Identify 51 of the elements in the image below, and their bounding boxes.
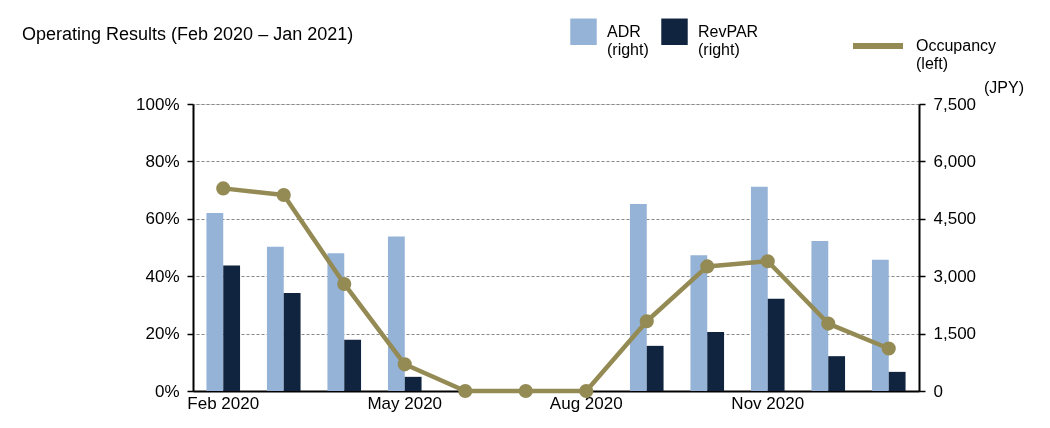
y-tick-label: 20% bbox=[145, 324, 180, 344]
legend-label: Occupancy (left) bbox=[916, 37, 997, 72]
y2-tick-label: 4,500 bbox=[933, 209, 977, 229]
bar bbox=[888, 371, 906, 391]
point bbox=[216, 181, 231, 196]
y2-axis-title: (JPY) bbox=[984, 79, 1024, 96]
bar bbox=[283, 293, 301, 391]
bar bbox=[690, 255, 708, 391]
point bbox=[821, 316, 836, 331]
point bbox=[518, 383, 533, 399]
point bbox=[700, 259, 715, 274]
point bbox=[458, 383, 473, 399]
bar bbox=[266, 246, 284, 391]
y-tick-label: 60% bbox=[145, 209, 180, 229]
bar bbox=[828, 356, 846, 391]
bar bbox=[629, 203, 647, 391]
x-tick-label: Nov 2020 bbox=[731, 393, 805, 413]
point bbox=[276, 187, 291, 203]
chart-title: Operating Results (Feb 2020 – Jan 2021) bbox=[22, 24, 354, 44]
bar bbox=[811, 240, 829, 391]
bar bbox=[750, 186, 768, 391]
point bbox=[337, 276, 352, 292]
x-tick-label: May 2020 bbox=[367, 393, 443, 413]
bar bbox=[767, 298, 785, 391]
legend-label: ADR (right) bbox=[607, 22, 649, 58]
y-tick-label: 40% bbox=[145, 266, 180, 286]
y2-tick-label: 7,500 bbox=[933, 94, 977, 114]
y2-tick-label: 0 bbox=[933, 381, 943, 401]
bar bbox=[206, 213, 224, 391]
bar bbox=[387, 236, 405, 391]
y2-tick-label: 1,500 bbox=[933, 324, 977, 344]
point bbox=[397, 357, 412, 372]
x-tick-label: Aug 2020 bbox=[549, 393, 623, 413]
x-tick-label: Feb 2020 bbox=[187, 393, 260, 413]
bar bbox=[871, 259, 889, 391]
point bbox=[639, 314, 654, 329]
bar bbox=[707, 332, 725, 391]
y-tick-label: 80% bbox=[145, 151, 180, 171]
y-tick-label: 0% bbox=[154, 381, 180, 401]
bar bbox=[404, 376, 422, 391]
point bbox=[579, 383, 594, 399]
bar bbox=[344, 339, 362, 391]
y2-tick-label: 3,000 bbox=[933, 266, 977, 286]
y-tick-label: 100% bbox=[136, 94, 180, 114]
y2-tick-label: 6,000 bbox=[933, 151, 977, 171]
bar bbox=[327, 253, 345, 391]
point bbox=[760, 254, 775, 269]
bar bbox=[223, 265, 241, 391]
bar bbox=[646, 345, 664, 391]
legend-label: RevPAR (right) bbox=[698, 22, 759, 58]
point bbox=[881, 341, 896, 356]
